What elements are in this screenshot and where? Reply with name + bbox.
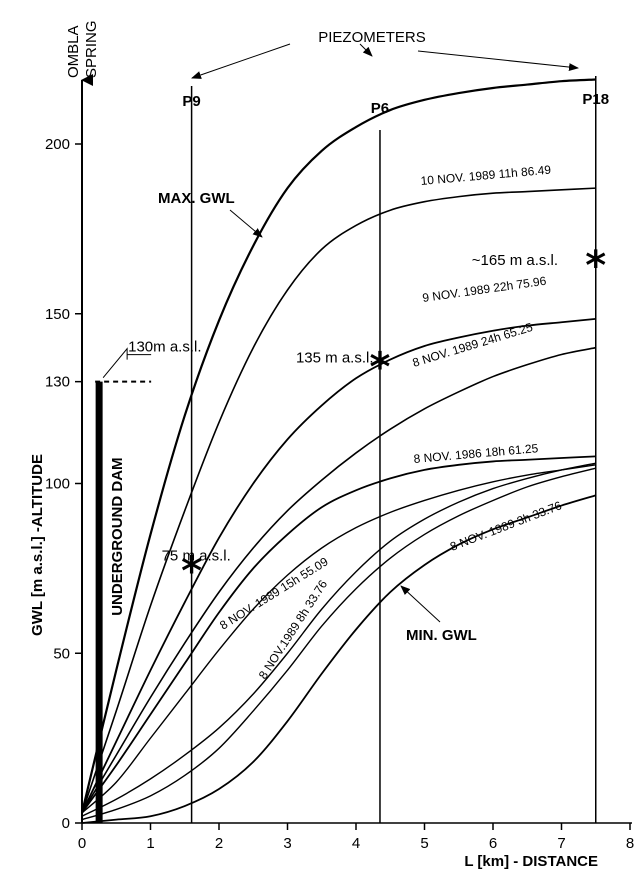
y-tick-label: 50	[53, 645, 70, 662]
dam-label: UNDERGROUND DAM	[109, 457, 126, 615]
piezometer-label: P9	[182, 93, 200, 110]
series-line	[81, 317, 596, 814]
marker-star: *	[181, 548, 202, 594]
x-tick-label: 6	[489, 835, 497, 852]
x-tick-label: 5	[420, 835, 428, 852]
dam-layer: 130m a.s.l. UNDERGROUND DAM	[95, 339, 202, 823]
y-tick-label: 0	[62, 815, 70, 832]
x-tick-label: 1	[146, 835, 154, 852]
x-tick-label: 3	[283, 835, 291, 852]
y-axis-title: GWL [m a.s.l.] -ALTITUDE	[29, 454, 46, 636]
min-gwl-pointer	[400, 585, 441, 623]
x-axis-title: L [km] - DISTANCE	[464, 853, 598, 870]
y-tick-label: 150	[45, 306, 70, 323]
series-label: 9 NOV. 1989 22h 75.96	[421, 274, 547, 305]
y-tick-label: 130	[45, 374, 70, 391]
markers-layer: *75 m a.s.l.*135 m a.s.l.*~165 m a.s.l.	[162, 243, 607, 595]
series-line	[81, 187, 596, 814]
series-line	[81, 455, 596, 814]
piezometers-title: PIEZOMETERS	[318, 29, 426, 46]
series-line	[81, 464, 596, 814]
y-tick-label: 100	[45, 476, 70, 493]
y-tick-label: 200	[45, 136, 70, 153]
series-line	[81, 462, 596, 817]
min-gwl-label: MIN. GWL	[406, 627, 477, 644]
series-label: 10 NOV. 1989 11h 86.49	[420, 163, 552, 188]
marker-label: 135 m a.s.l.	[296, 350, 374, 367]
dam-crest-label: 130m a.s.l.	[128, 339, 201, 356]
series-line	[81, 467, 596, 821]
dam-crest-leader	[102, 347, 152, 378]
piezometer-pointer	[359, 43, 373, 57]
x-tick-label: 0	[78, 835, 86, 852]
series-line	[81, 346, 596, 814]
x-tick-label: 2	[215, 835, 223, 852]
piezometer-label: P18	[582, 91, 609, 108]
series-line	[81, 494, 597, 824]
x-tick-label: 7	[557, 835, 565, 852]
marker-star: *	[585, 243, 606, 289]
spring-label-line1: OMBLA	[65, 25, 82, 78]
ticks-layer: 0 1 2 3 4 5 6 7 8 0 50 100 130 150 200	[45, 136, 634, 852]
marker-star: *	[370, 345, 391, 391]
series-label: 8 NOV. 1989 3h 33.76	[448, 498, 564, 554]
series-layer	[80, 78, 597, 824]
piezometer-pointer	[191, 43, 291, 79]
x-tick-label: 8	[626, 835, 634, 852]
series-line	[80, 78, 596, 814]
marker-label: 75 m a.s.l.	[162, 547, 231, 564]
piezometer-pointer	[417, 50, 579, 72]
max-gwl-label: MAX. GWL	[158, 190, 235, 207]
max-gwl-pointer	[229, 209, 263, 238]
spring-label-line2: SPRING	[83, 20, 100, 78]
x-tick-label: 4	[352, 835, 360, 852]
marker-label: ~165 m a.s.l.	[472, 252, 558, 269]
